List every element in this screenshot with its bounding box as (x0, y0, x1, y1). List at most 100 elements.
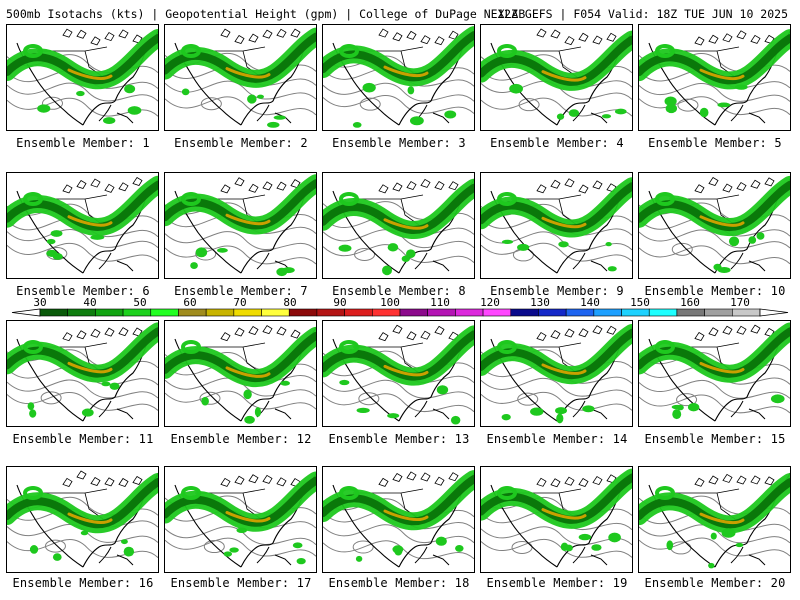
colorbar-tick-label: 130 (530, 296, 550, 309)
map-panel-6[interactable] (6, 172, 159, 279)
coastline (118, 477, 129, 487)
colorbar-tick-label: 90 (333, 296, 346, 309)
map-panel-2[interactable] (164, 24, 317, 131)
coastline (104, 183, 115, 193)
map-panel-4[interactable] (480, 24, 633, 131)
map-panel-18[interactable] (322, 466, 475, 573)
colorbar-tick-label: 60 (183, 296, 196, 309)
coastline (694, 184, 705, 194)
closed-low (23, 340, 43, 354)
height-contour (323, 229, 474, 249)
coastline (406, 30, 417, 40)
map-panel-8[interactable] (322, 172, 475, 279)
isotach-blob (102, 117, 116, 124)
jet-max (383, 509, 429, 521)
colorbar-swatch (95, 308, 124, 317)
coastline (378, 477, 389, 487)
coastline (104, 32, 115, 42)
isotach-blob (387, 243, 399, 252)
map-panel-17[interactable] (164, 466, 317, 573)
colorbar-swatch (704, 308, 733, 317)
colorbar-swatch (39, 308, 68, 317)
panel-label-11: Ensemble Member: 11 (12, 432, 154, 446)
isotach-blob (236, 527, 248, 533)
colorbar-tick-label: 100 (380, 296, 400, 309)
height-contour (7, 229, 158, 248)
isotach-blob (296, 558, 306, 565)
panel-label-18: Ensemble Member: 18 (328, 576, 470, 590)
jet-max (383, 65, 429, 78)
isotach-blob (582, 405, 595, 413)
coastline (764, 177, 775, 187)
coastline (220, 332, 231, 342)
isotach-blob (29, 545, 39, 554)
isotach-blob (37, 104, 51, 113)
isotach-blob (564, 544, 573, 552)
colorbar-swatch (344, 308, 373, 317)
map-panel-7[interactable] (164, 172, 317, 279)
isotach-blob (254, 407, 262, 417)
isotach-blob (614, 108, 627, 115)
coastline (76, 29, 87, 39)
colorbar-swatch (427, 308, 456, 317)
map-panel-1[interactable] (6, 24, 159, 131)
panel-label-1: Ensemble Member: 1 (16, 136, 150, 150)
isotach-blob (382, 265, 393, 276)
isotach-blob (29, 409, 37, 418)
height-contour (7, 82, 158, 102)
panel-label-20: Ensemble Member: 20 (644, 576, 786, 590)
map-panel-14[interactable] (480, 320, 633, 427)
height-contour (323, 524, 474, 544)
jet-max (225, 511, 271, 523)
isotach-blob (748, 236, 757, 244)
jet-stream-core (165, 331, 316, 383)
map-panel-20[interactable] (638, 466, 791, 573)
closed-low (497, 44, 517, 58)
coastline (220, 184, 231, 194)
map-panel-11[interactable] (6, 320, 159, 427)
coastline (98, 252, 134, 272)
colorbar-tick-label: 120 (480, 296, 500, 309)
colorbar-tick-label: 70 (233, 296, 246, 309)
map-panel-5[interactable] (638, 24, 791, 131)
isotach-blob (123, 546, 135, 557)
isotach-blob (50, 230, 63, 237)
colorbar-tick-label: 110 (430, 296, 450, 309)
map-panel-12[interactable] (164, 320, 317, 427)
map-panel-13[interactable] (322, 320, 475, 427)
isotach-blob (282, 267, 295, 274)
closed-low (23, 44, 43, 58)
height-contour (639, 379, 790, 399)
isotach-blob (244, 415, 255, 424)
isotach-blob (664, 96, 677, 106)
coastline (90, 36, 101, 46)
colorbar-swatch (593, 308, 622, 317)
isotach-blob (517, 243, 530, 251)
coastline (62, 28, 73, 38)
coastline (90, 476, 101, 486)
coastline (406, 181, 417, 191)
isotach-blob (530, 407, 544, 416)
map-panel-16[interactable] (6, 466, 159, 573)
colorbar-swatch (732, 308, 761, 317)
isotach-blob (734, 84, 748, 90)
map-panel-15[interactable] (638, 320, 791, 427)
coastline (414, 400, 450, 420)
closed-low (23, 192, 43, 206)
coastline (736, 475, 747, 485)
coastline (256, 546, 292, 566)
isotach-blob (257, 94, 264, 99)
height-contour (7, 539, 158, 558)
colorbar-tick-label: 40 (83, 296, 96, 309)
coastline (90, 328, 101, 338)
isotach-blob (436, 385, 449, 395)
jet-max (383, 364, 429, 377)
isotach-blob (699, 107, 709, 118)
coastline (578, 328, 589, 338)
map-panel-19[interactable] (480, 466, 633, 573)
map-panel-9[interactable] (480, 172, 633, 279)
coastline (414, 252, 450, 272)
map-panel-3[interactable] (322, 24, 475, 131)
isotach-blob (121, 539, 128, 545)
map-panel-10[interactable] (638, 172, 791, 279)
